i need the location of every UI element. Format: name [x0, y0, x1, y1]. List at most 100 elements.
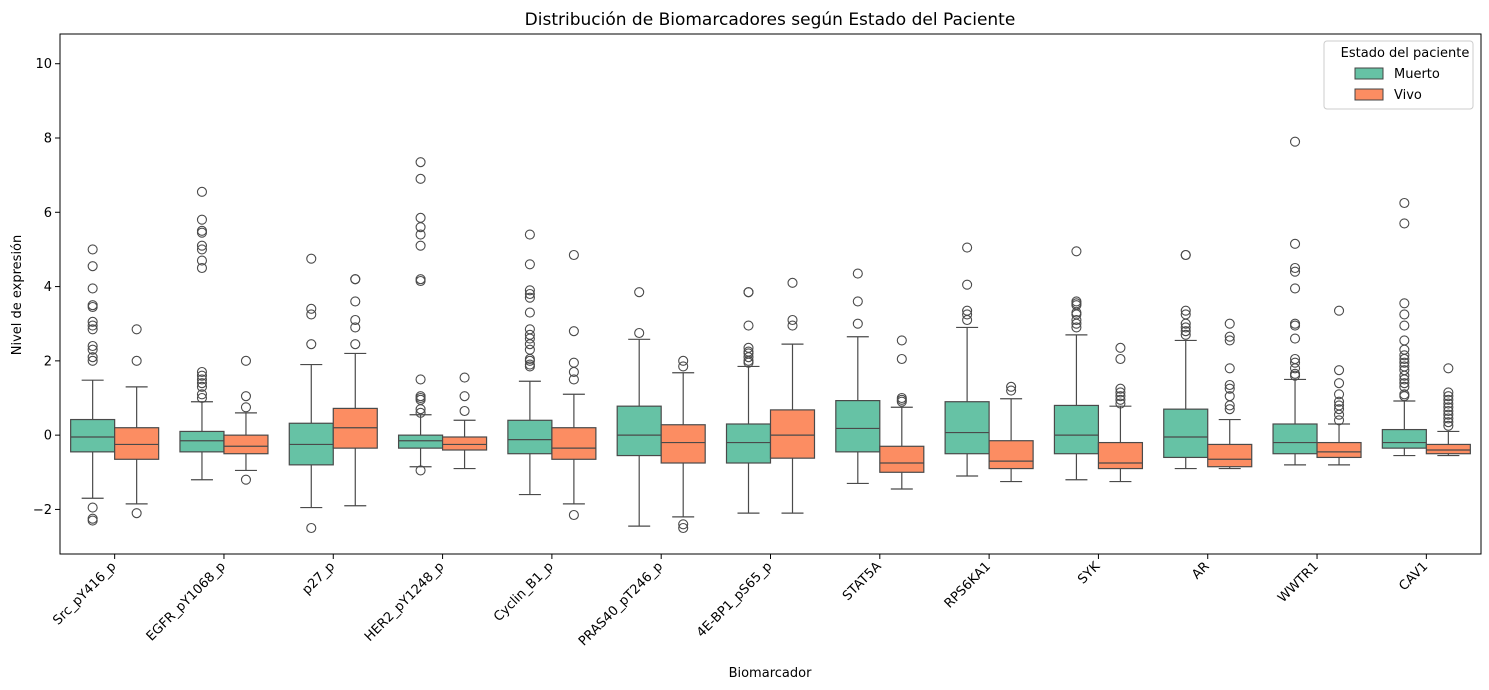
outlier-point — [787, 320, 798, 331]
outlier-point — [196, 378, 208, 389]
outlier-point — [1224, 383, 1235, 394]
x-axis: Src_pY416_p EGFR_pY1068_p p27_p HER2_pY1248… — [50, 554, 1431, 649]
outlier-point — [306, 339, 317, 350]
iqr-box — [1272, 423, 1318, 455]
outlier-point — [1399, 320, 1410, 331]
outlier-point — [1399, 361, 1410, 372]
outlier-point — [1399, 344, 1410, 355]
iqr-box — [1425, 443, 1471, 455]
box-muerto-STAT5A — [835, 268, 881, 485]
outlier-point — [1399, 381, 1410, 392]
outlier-point — [1224, 391, 1235, 402]
box-vivo-RPS6KA1 — [988, 381, 1034, 483]
box-muerto-Cyclin_B1_p — [507, 229, 553, 496]
x-axis-label: Biomarcador — [729, 666, 812, 681]
outlier-point — [415, 407, 426, 418]
box-muerto-p27_p — [288, 253, 334, 534]
outlier-point — [196, 374, 208, 385]
x-tick-label: Src_pY416_p — [50, 559, 119, 628]
outlier-point — [634, 287, 645, 298]
outlier-point — [1289, 318, 1301, 329]
outlier-point — [350, 274, 361, 285]
outlier-point — [1333, 396, 1345, 407]
outlier-point — [87, 324, 98, 335]
outlier-point — [743, 320, 754, 331]
outlier-point — [962, 305, 973, 316]
outlier-point — [1443, 405, 1454, 417]
outlier-point — [852, 268, 863, 279]
outlier-point — [415, 274, 426, 285]
outlier-point — [87, 300, 98, 311]
box-vivo-PRAS40_pT246_p — [660, 355, 706, 534]
outlier-point — [87, 283, 98, 294]
outlier-point — [1180, 309, 1191, 320]
outlier-point — [1289, 283, 1301, 294]
plot-frame — [59, 33, 1482, 555]
outlier-point — [962, 242, 973, 253]
outlier-point — [896, 335, 907, 346]
outlier-point — [1399, 218, 1410, 229]
outlier-point — [87, 261, 98, 272]
box-vivo-WWTR1 — [1316, 305, 1362, 466]
outlier-point — [1289, 266, 1301, 277]
outlier-point — [962, 309, 973, 320]
outlier-point — [1289, 353, 1301, 365]
outlier-point — [1180, 249, 1191, 261]
outlier-point — [306, 309, 317, 320]
box-vivo-CAV1 — [1425, 363, 1471, 457]
x-tick-label: CAV1 — [1396, 559, 1431, 594]
outlier-point — [1006, 385, 1017, 396]
outlier-point — [1443, 398, 1454, 409]
box-vivo-Cyclin_B1_p — [551, 249, 597, 521]
outlier-point — [568, 357, 579, 368]
outlier-point — [87, 513, 98, 524]
iqr-box — [1053, 404, 1100, 455]
outlier-point — [524, 259, 535, 270]
outlier-point — [962, 279, 973, 290]
outlier-point — [415, 465, 426, 476]
outlier-point — [1443, 391, 1454, 402]
box-vivo-STAT5A — [879, 335, 925, 490]
x-tick-label: SYK — [1075, 559, 1103, 587]
y-axis: −2 0 2 4 6 8 10 — [33, 57, 60, 518]
box-muerto-PRAS40_pT246_p — [616, 287, 662, 527]
outlier-point — [524, 292, 535, 303]
plot-area — [70, 136, 1471, 534]
outlier-point — [131, 508, 142, 519]
box-vivo-AR — [1207, 318, 1253, 470]
box-muerto-CAV1 — [1381, 197, 1427, 457]
outlier-point — [1115, 398, 1126, 409]
outlier-point — [1006, 381, 1017, 392]
outlier-point — [1224, 331, 1235, 342]
iqr-box — [944, 401, 990, 455]
outlier-point — [1071, 296, 1082, 307]
outlier-point — [196, 262, 208, 274]
box-vivo-4E-BP1_pS65_p — [769, 277, 816, 514]
outlier-point — [1289, 333, 1301, 344]
outlier-point — [1180, 329, 1191, 340]
outlier-point — [1443, 409, 1454, 420]
outlier-point — [1289, 262, 1301, 274]
outlier-point — [196, 366, 208, 378]
outlier-point — [87, 344, 98, 355]
outlier-point — [524, 285, 535, 296]
outlier-point — [896, 353, 907, 365]
box-muerto-WWTR1 — [1272, 136, 1318, 466]
outlier-point — [1333, 389, 1345, 400]
x-tick-label: p27_p — [300, 559, 339, 598]
outlier-point — [306, 522, 317, 534]
outlier-point — [1333, 415, 1345, 426]
outlier-point — [1115, 383, 1126, 394]
outlier-point — [1443, 363, 1454, 374]
outlier-point — [1333, 365, 1345, 376]
outlier-point — [131, 355, 142, 366]
outlier-point — [240, 391, 252, 402]
outlier-point — [1443, 420, 1454, 431]
outlier-point — [1115, 391, 1126, 402]
x-tick-label: WWTR1 — [1275, 559, 1322, 606]
x-tick-label: 4E-BP1_pS65_p — [694, 559, 775, 640]
outlier-point — [196, 381, 208, 392]
outlier-point — [240, 474, 252, 485]
outlier-point — [1399, 298, 1410, 309]
outlier-point — [1115, 387, 1126, 398]
